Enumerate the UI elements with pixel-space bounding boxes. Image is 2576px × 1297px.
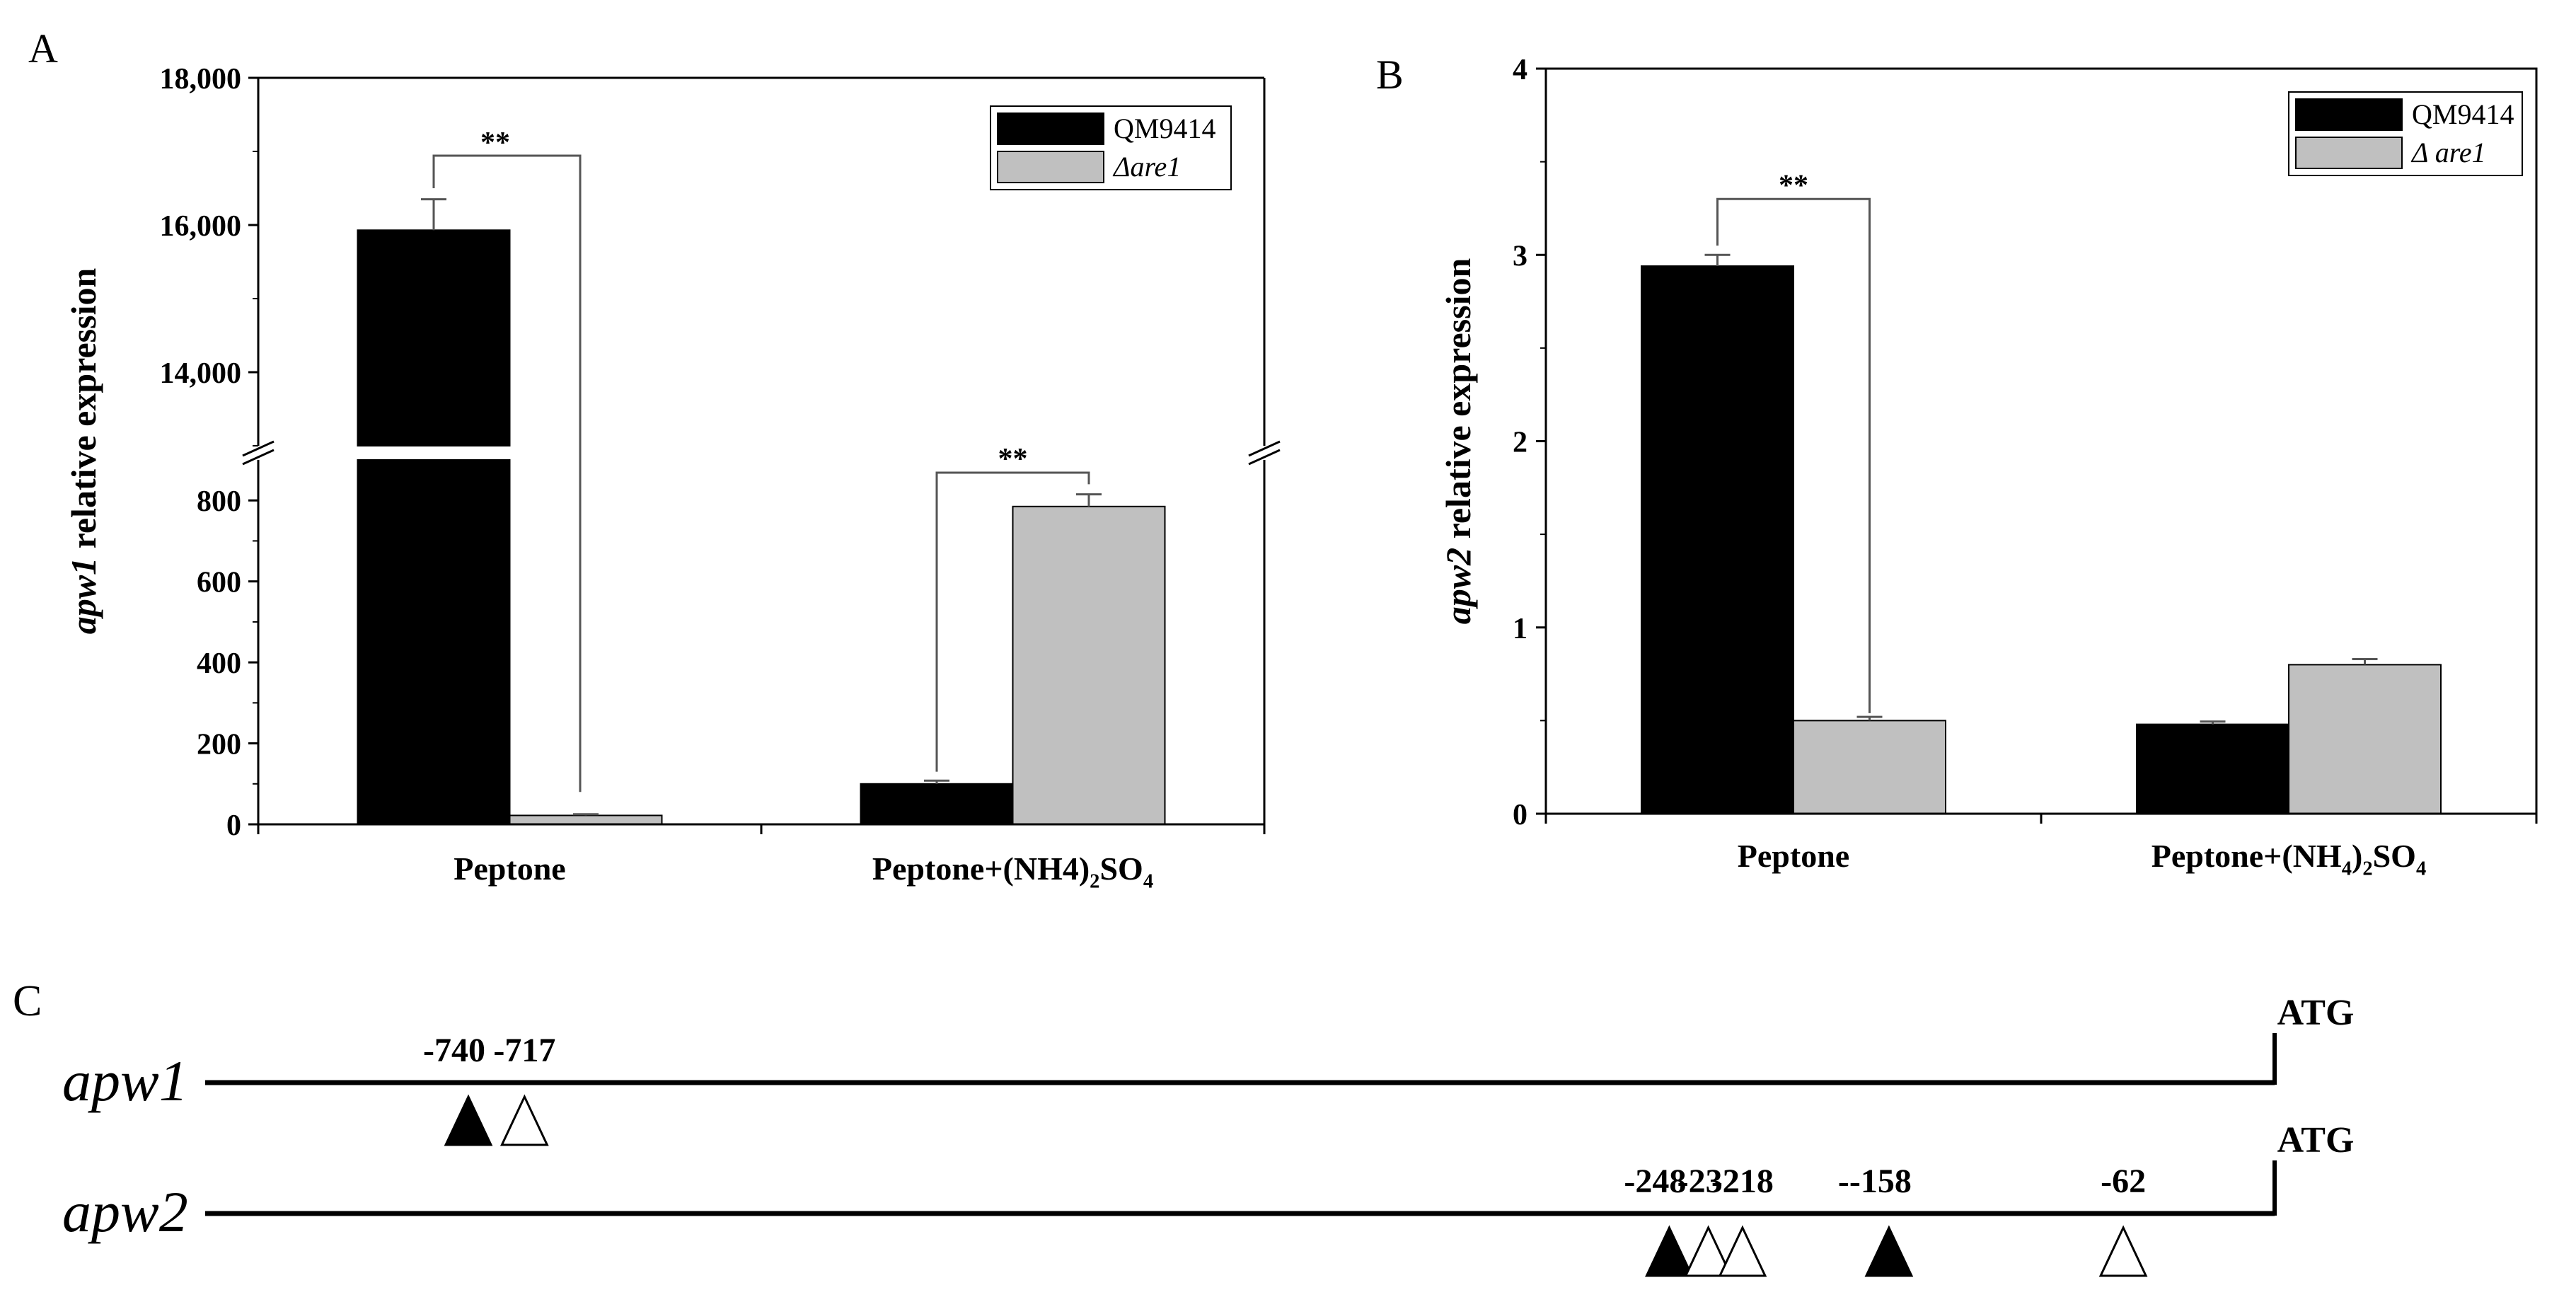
x-tick-label: Peptone+(NH4)2SO4 <box>872 851 1153 893</box>
significance-bracket <box>935 471 1090 772</box>
bar-a-0-1 <box>860 783 1014 826</box>
legend-swatch <box>997 151 1104 183</box>
legend-label: QM9414 <box>2412 98 2514 130</box>
site-position-label: -248 <box>1624 1163 1686 1200</box>
binding-site-open-triangle <box>1684 1225 1733 1277</box>
legend-label: Δ are1 <box>2410 137 2486 168</box>
bar-b-1-0 <box>1793 720 1946 814</box>
start-codon-label: ATG <box>2277 1120 2355 1160</box>
gene-name-apw1: apw1 <box>62 1049 188 1113</box>
start-codon-label: ATG <box>2277 993 2355 1033</box>
legend-label: Δare1 <box>1112 151 1181 183</box>
binding-site-filled-triangle <box>444 1094 493 1146</box>
legend-swatch <box>2295 98 2403 131</box>
y-tick-label: 200 <box>197 729 241 761</box>
bar-a-0-0-lower <box>357 459 511 825</box>
panel-label-c: C <box>13 977 42 1025</box>
binding-site-filled-triangle <box>1864 1225 1914 1277</box>
bar-b-1-1 <box>2288 664 2442 815</box>
bar-a-1-1 <box>1012 505 1166 825</box>
site-position-label: --158 <box>1838 1163 1912 1200</box>
bar-a-0-0-upper <box>357 229 511 446</box>
site-position-label: -218 <box>1711 1163 1774 1200</box>
panel-label-b: B <box>1376 52 1404 98</box>
y-axis-label: apw2 relative expression <box>1438 258 1478 625</box>
site-position-label: -62 <box>2101 1163 2146 1200</box>
bar-b-0-1 <box>2136 723 2289 815</box>
binding-site-open-triangle <box>499 1094 549 1146</box>
y-tick-label: 800 <box>197 485 241 518</box>
significance-bracket <box>1716 197 1871 713</box>
bar-b-0-0 <box>1641 265 1794 815</box>
x-tick-label: Peptone <box>454 851 565 887</box>
site-position-label: -232 <box>1677 1163 1740 1200</box>
gene-name-apw2: apw2 <box>62 1180 188 1244</box>
panel-a-chart: 14,000 16,000 18,000 0 200 400 600 800 Peptone Pe… <box>28 25 1286 893</box>
panel-b-chart: 0 1 2 3 4 Peptone Peptone+(NH4)2SO4 apw2 relati… <box>1376 52 2538 880</box>
y-tick-label: 18,000 <box>160 63 242 96</box>
y-tick-label: 600 <box>197 567 241 599</box>
break-mark-1-a <box>1248 440 1281 457</box>
y-tick-label: 4 <box>1513 54 1527 86</box>
x-tick-label: Peptone+(NH4)2SO4 <box>2152 838 2426 880</box>
y-tick-label: 0 <box>226 809 241 842</box>
binding-site-open-triangle <box>2098 1225 2148 1277</box>
significance-label: ** <box>480 127 510 159</box>
break-mark-1-b <box>1248 449 1281 466</box>
panel-label-a: A <box>28 25 58 71</box>
y-tick-label: 400 <box>197 647 241 680</box>
significance-label: ** <box>998 443 1028 475</box>
y-tick-label: 1 <box>1513 613 1527 645</box>
axis-break-gap <box>237 447 1286 459</box>
y-tick-label: 14,000 <box>160 357 242 390</box>
significance-label: ** <box>1779 169 1808 202</box>
legend-label: QM9414 <box>1114 113 1215 144</box>
legend-swatch <box>997 113 1104 145</box>
legend-swatch <box>2295 137 2403 169</box>
y-tick-label: 0 <box>1513 799 1527 831</box>
y-tick-label: 16,000 <box>160 210 242 243</box>
break-mark-0-b <box>242 449 275 466</box>
binding-site-open-triangle <box>1718 1225 1767 1277</box>
site-position-label: -717 <box>493 1032 555 1069</box>
significance-bracket <box>432 154 582 792</box>
bar-a-1-0 <box>509 814 663 826</box>
x-tick-label: Peptone <box>1738 838 1849 874</box>
y-tick-label: 2 <box>1513 427 1527 459</box>
break-mark-0-a <box>242 440 275 457</box>
binding-site-filled-triangle <box>1645 1225 1694 1277</box>
site-position-label: -740 <box>423 1032 485 1069</box>
y-tick-label: 3 <box>1513 240 1527 272</box>
y-axis-label: apw1 relative expression <box>64 268 103 635</box>
